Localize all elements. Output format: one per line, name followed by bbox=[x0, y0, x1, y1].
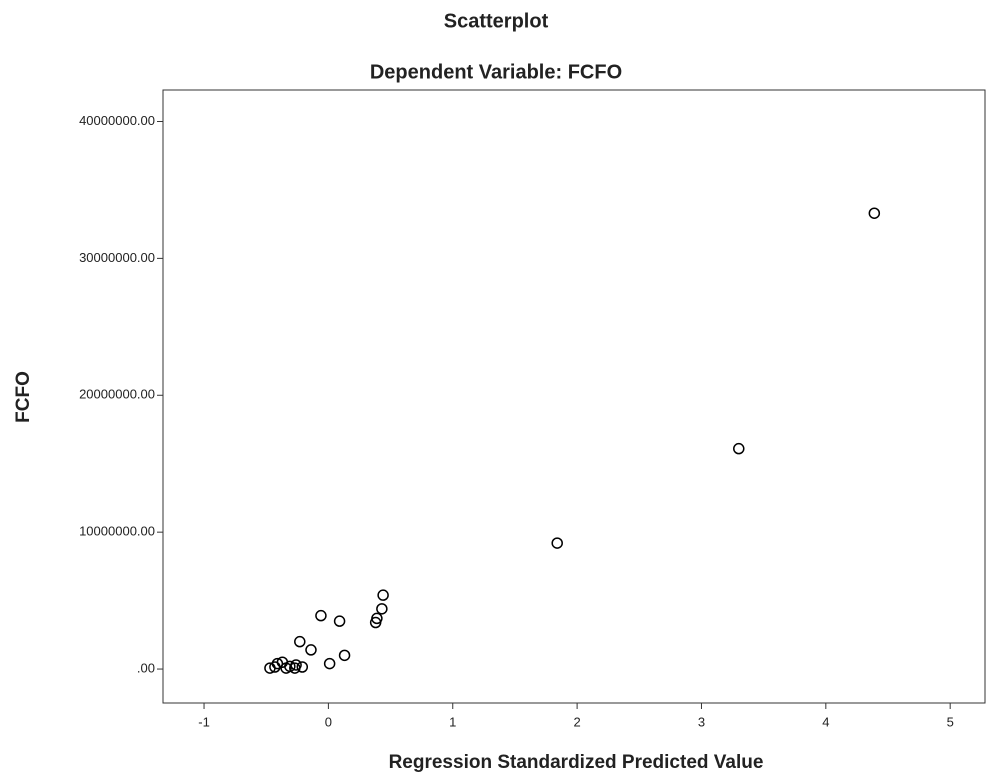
point bbox=[869, 208, 879, 218]
point bbox=[377, 604, 387, 614]
plot-frame bbox=[163, 90, 985, 703]
chart: Scatterplot Dependent Variable: FCFO Reg… bbox=[0, 0, 987, 780]
x-axis-label: Regression Standardized Predicted Value bbox=[389, 752, 764, 773]
chart-subtitle: Dependent Variable: FCFO bbox=[370, 61, 622, 83]
x-tick-label: 2 bbox=[573, 714, 580, 729]
x-tick-label: 5 bbox=[947, 714, 954, 729]
point bbox=[295, 637, 305, 647]
point bbox=[734, 444, 744, 454]
x-tick-label: -1 bbox=[198, 714, 210, 729]
y-tick-label: 20000000.00 bbox=[79, 387, 155, 402]
x-tick-label: 3 bbox=[698, 714, 705, 729]
point bbox=[306, 645, 316, 655]
y-axis-label: FCFO bbox=[13, 371, 34, 423]
point bbox=[378, 590, 388, 600]
point bbox=[316, 611, 326, 621]
point bbox=[335, 616, 345, 626]
x-tick-label: 4 bbox=[822, 714, 829, 729]
y-tick-label: .00 bbox=[137, 660, 155, 675]
y-tick-label: 10000000.00 bbox=[79, 524, 155, 539]
chart-title: Scatterplot bbox=[444, 10, 549, 32]
point bbox=[340, 650, 350, 660]
y-tick-label: 30000000.00 bbox=[79, 250, 155, 265]
point bbox=[325, 659, 335, 669]
x-tick-label: 1 bbox=[449, 714, 456, 729]
point bbox=[552, 538, 562, 548]
y-tick-label: 40000000.00 bbox=[79, 113, 155, 128]
x-tick-label: 0 bbox=[325, 714, 332, 729]
